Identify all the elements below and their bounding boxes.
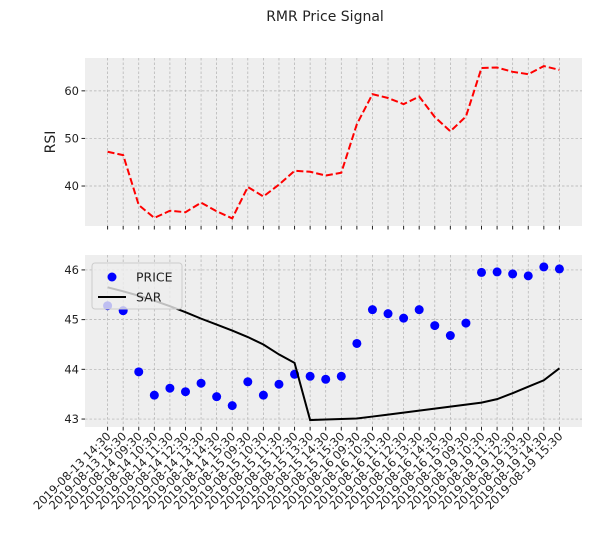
price-point bbox=[477, 267, 487, 277]
price-point bbox=[258, 390, 268, 400]
price-point bbox=[180, 387, 190, 397]
y-tick-label: 50 bbox=[64, 131, 79, 145]
price-point bbox=[539, 262, 549, 272]
price-point bbox=[554, 264, 564, 274]
price-point bbox=[274, 379, 284, 389]
y-tick-label: 43 bbox=[64, 412, 79, 426]
y-tick-label: 45 bbox=[64, 313, 79, 327]
y-tick-label: 40 bbox=[64, 179, 79, 193]
price-point bbox=[367, 305, 377, 315]
line bbox=[107, 286, 561, 422]
price-point bbox=[212, 392, 222, 402]
price-point bbox=[399, 313, 409, 323]
y-tick-label: 44 bbox=[64, 362, 79, 376]
y-tick-label: 46 bbox=[64, 263, 79, 277]
price-point bbox=[305, 371, 315, 381]
legend-label: PRICE bbox=[136, 270, 173, 285]
y-axis-label: RSI bbox=[43, 131, 59, 154]
price-point bbox=[430, 321, 440, 331]
price-point bbox=[383, 309, 393, 319]
price-point bbox=[196, 378, 206, 388]
price-point bbox=[227, 401, 237, 411]
price-point bbox=[508, 269, 518, 279]
price-point bbox=[414, 305, 424, 315]
price-point bbox=[336, 371, 346, 381]
price-point bbox=[165, 383, 175, 393]
price-point bbox=[321, 374, 331, 384]
legend-marker bbox=[107, 272, 117, 282]
y-tick-label: 60 bbox=[64, 84, 79, 98]
price-point bbox=[445, 331, 455, 341]
price-point bbox=[352, 338, 362, 348]
legend-label: SAR bbox=[136, 290, 162, 305]
price-point bbox=[243, 377, 253, 387]
plot-area bbox=[85, 58, 582, 226]
figure-title: RMR Price Signal bbox=[266, 9, 384, 25]
price-point bbox=[149, 390, 159, 400]
line bbox=[107, 65, 560, 220]
price-point bbox=[461, 318, 471, 328]
price-point bbox=[492, 267, 502, 277]
price-point bbox=[134, 367, 144, 377]
price-point bbox=[523, 271, 533, 281]
